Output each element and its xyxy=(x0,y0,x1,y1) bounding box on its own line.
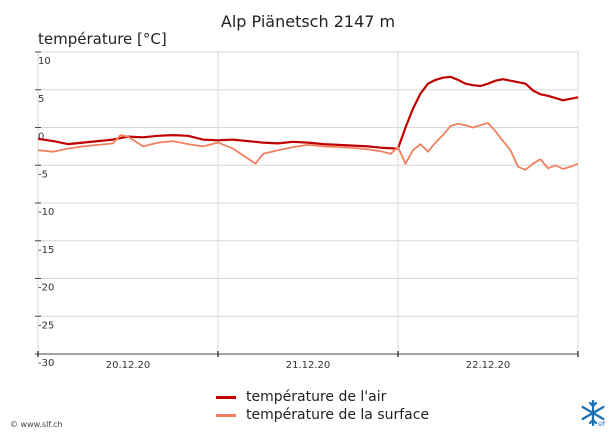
legend-item-surface: température de la surface xyxy=(216,406,429,424)
chart-title: Alp Piänetsch 2147 m xyxy=(220,12,396,31)
y-tick-label: -5 xyxy=(38,169,48,180)
legend-label-surface: température de la surface xyxy=(246,407,430,423)
series-line-surface-temperature xyxy=(37,122,579,171)
y-tick-label: -15 xyxy=(38,245,54,256)
x-tick-label: 20.12.20 xyxy=(106,360,151,371)
x-tick-label: 21.12.20 xyxy=(286,360,331,371)
y-tick-label: -20 xyxy=(38,283,54,294)
svg-text:slf: slf xyxy=(598,421,606,428)
legend-swatch-air xyxy=(216,395,236,399)
y-tick-label: 0 xyxy=(38,132,44,143)
x-tick-label: 22.12.20 xyxy=(466,360,511,371)
y-tick-label: -25 xyxy=(38,320,54,331)
legend-label-air: température de l'air xyxy=(246,389,387,405)
y-tick-label: 10 xyxy=(38,56,51,67)
y-tick-label: 5 xyxy=(38,94,44,105)
y-tick-label: -30 xyxy=(38,358,54,369)
y-tick-label: -10 xyxy=(38,207,54,218)
legend-item-air: température de l'air xyxy=(216,388,429,406)
legend: température de l'air température de la s… xyxy=(216,388,429,424)
credit-text: © www.slf.ch xyxy=(10,420,63,429)
slf-snowflake-logo-icon: slf xyxy=(581,399,606,428)
y-axis-label: température [°C] xyxy=(38,30,167,48)
legend-swatch-surface xyxy=(216,413,236,417)
